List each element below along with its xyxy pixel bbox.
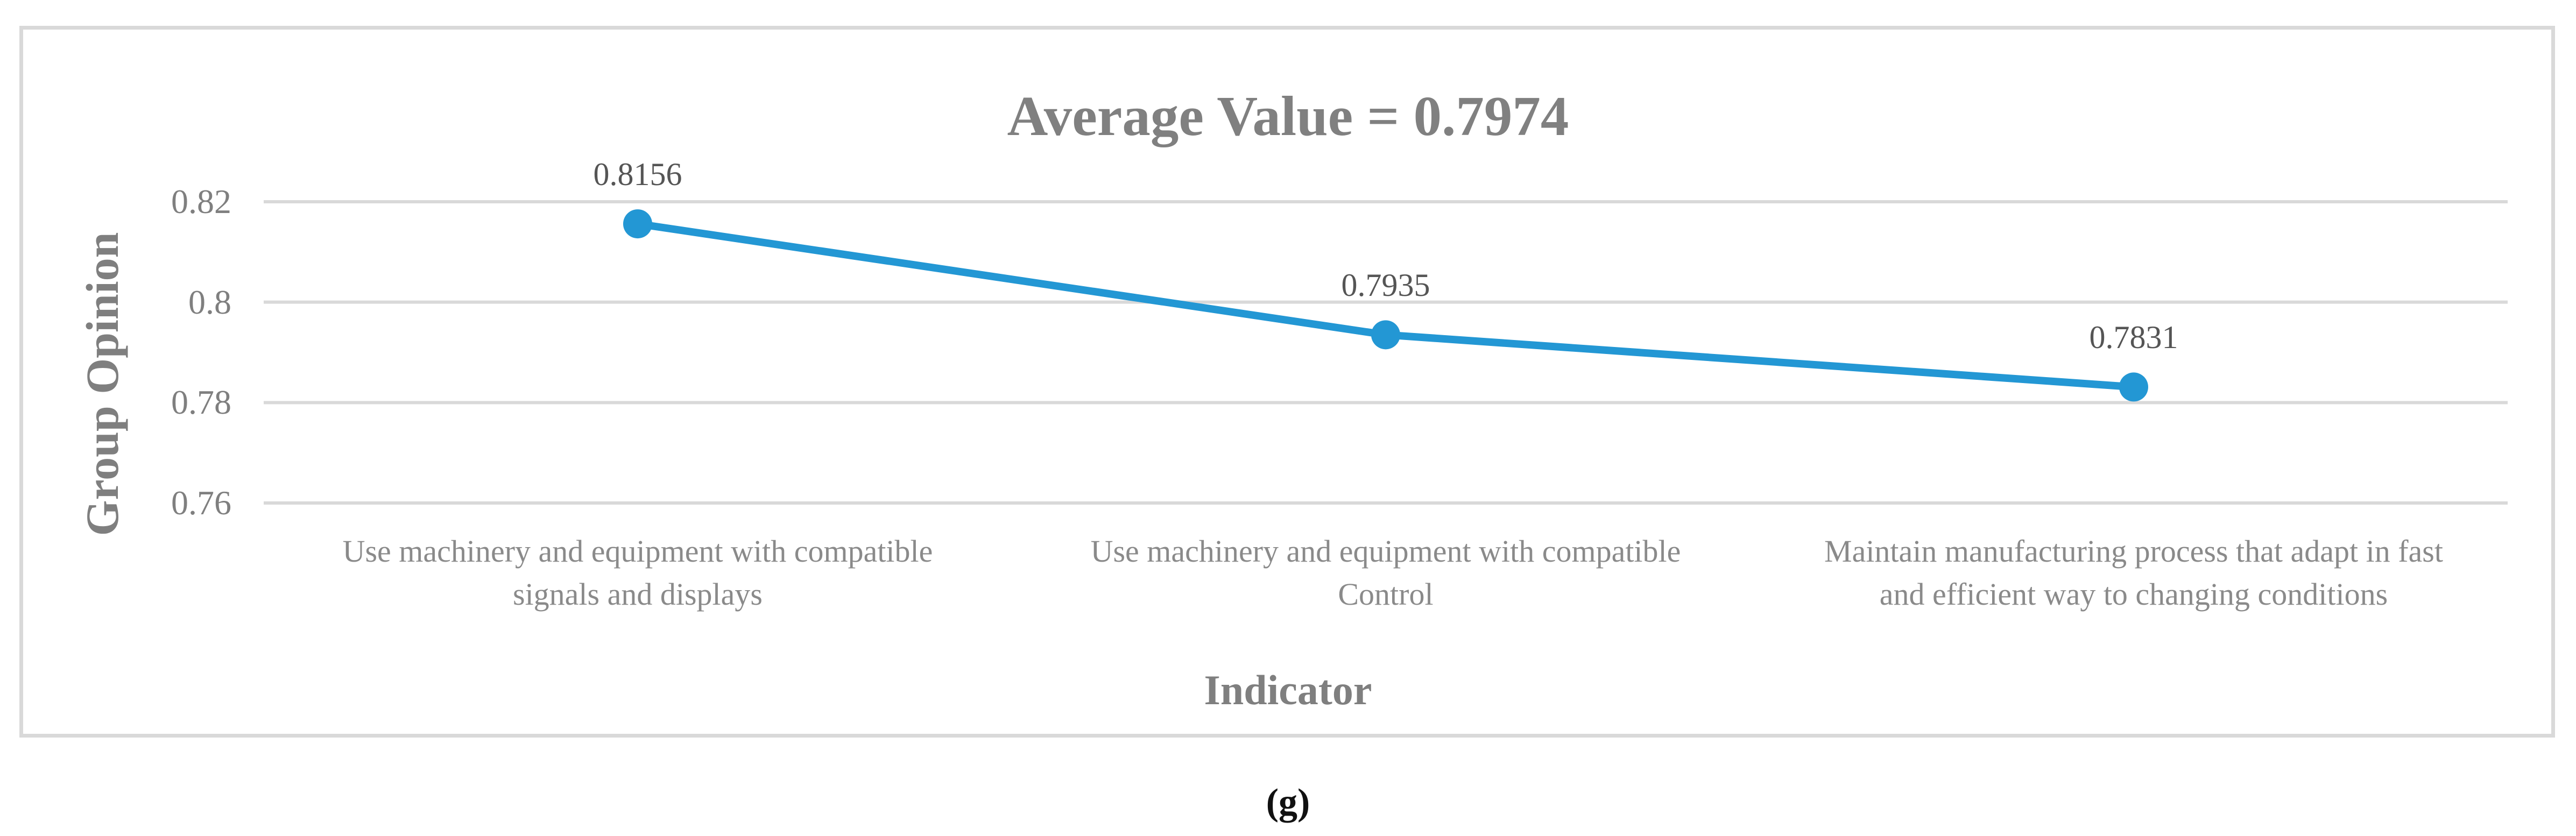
category-label: Maintain manufacturing process that adap… — [1752, 530, 2516, 616]
series-line — [634, 220, 2137, 391]
data-point-marker — [623, 209, 652, 239]
category-label-line: Use machinery and equipment with compati… — [1090, 534, 1681, 569]
category-label-line: Control — [1338, 577, 1434, 612]
chart-title: Average Value = 0.7974 — [1007, 84, 1569, 147]
data-point-marker — [1371, 320, 1400, 350]
data-point-label: 0.7935 — [1341, 267, 1430, 303]
category-label-line: Maintain manufacturing process that adap… — [1824, 534, 2443, 569]
y-tick-label: 0.82 — [171, 182, 231, 221]
category-label: Use machinery and equipment with compati… — [256, 530, 1020, 616]
y-tick-label: 0.8 — [188, 282, 231, 321]
data-point-label: 0.7831 — [2089, 320, 2178, 356]
category-label: Use machinery and equipment with compati… — [1004, 530, 1768, 616]
y-tick-label: 0.78 — [171, 383, 231, 422]
data-point-marker — [2119, 372, 2148, 402]
figure-caption: (g) — [1266, 782, 1310, 823]
x-axis-title: Indicator — [1204, 667, 1372, 713]
category-label-line: Use machinery and equipment with compati… — [342, 534, 933, 569]
category-label-line: and efficient way to changing conditions — [1879, 577, 2388, 612]
category-label-line: signals and displays — [513, 577, 763, 612]
y-tick-label: 0.76 — [171, 483, 231, 522]
data-point-label: 0.8156 — [593, 157, 682, 193]
